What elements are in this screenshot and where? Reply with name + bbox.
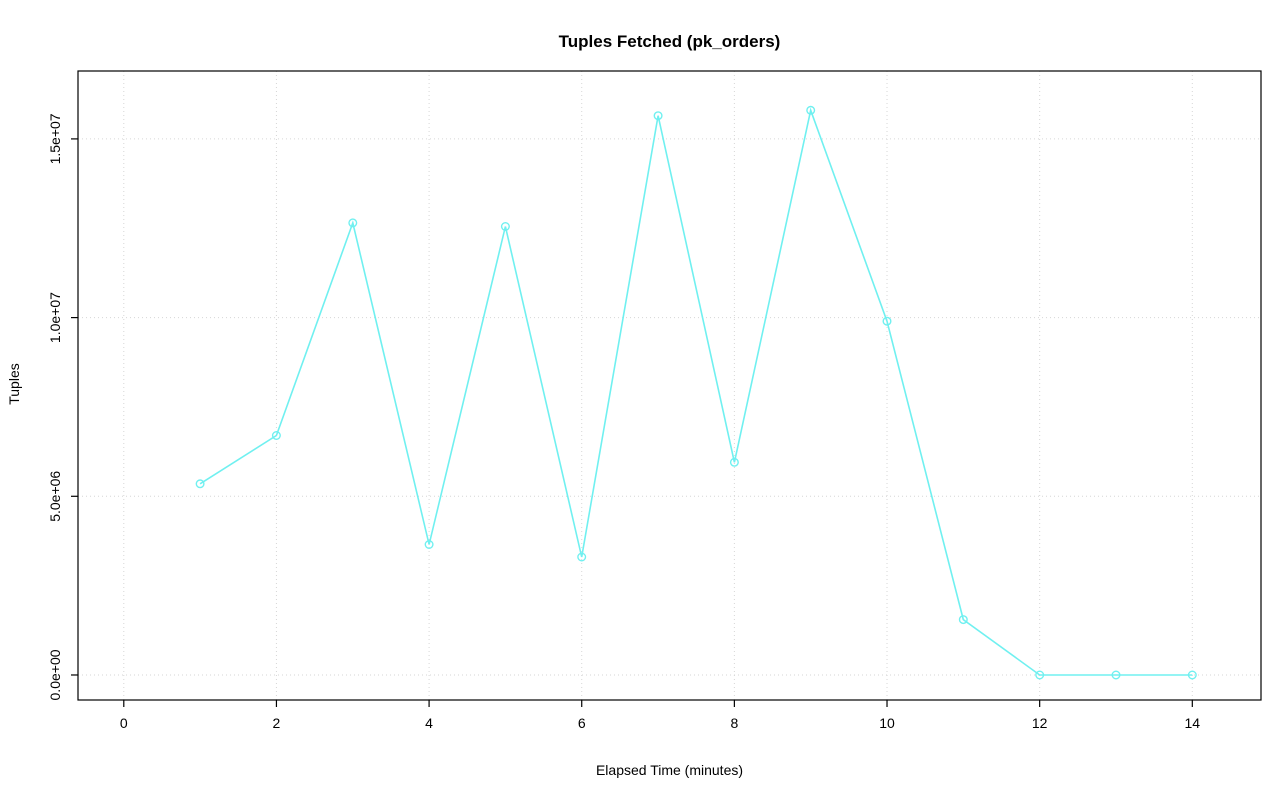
y-axis-label: Tuples	[6, 363, 22, 405]
x-axis-label: Elapsed Time (minutes)	[595, 762, 744, 778]
data-point-marker	[653, 111, 663, 121]
plot-frame	[77, 70, 1262, 701]
y-tick-label: 0.0e+00	[47, 649, 63, 700]
x-tick-label: 10	[879, 715, 895, 731]
data-point-marker	[1035, 670, 1045, 680]
x-tick-label: 4	[425, 715, 433, 731]
x-tick-label: 6	[578, 715, 586, 731]
y-tick-label: 1.5e+07	[47, 113, 63, 164]
data-point-marker	[271, 431, 281, 441]
data-point-marker	[577, 552, 587, 562]
y-tick-label: 1.0e+07	[47, 292, 63, 343]
x-tick-label: 14	[1185, 715, 1201, 731]
x-tick-label: 12	[1032, 715, 1048, 731]
chart-title: Tuples Fetched (pk_orders)	[558, 32, 781, 51]
data-point-marker	[1111, 670, 1121, 680]
x-tick-label: 8	[730, 715, 738, 731]
x-tick-label: 0	[120, 715, 128, 731]
data-point-marker	[348, 218, 358, 228]
data-point-marker	[806, 105, 816, 115]
data-point-marker	[882, 316, 892, 326]
x-tick-label: 2	[273, 715, 281, 731]
data-point-marker	[424, 540, 434, 550]
data-point-marker	[1187, 670, 1197, 680]
data-series-line	[199, 107, 1193, 676]
y-tick-label: 5.0e+06	[47, 471, 63, 522]
data-point-marker	[729, 457, 739, 467]
data-point-marker	[958, 615, 968, 625]
data-point-marker	[500, 221, 510, 231]
data-point-marker	[195, 479, 205, 489]
